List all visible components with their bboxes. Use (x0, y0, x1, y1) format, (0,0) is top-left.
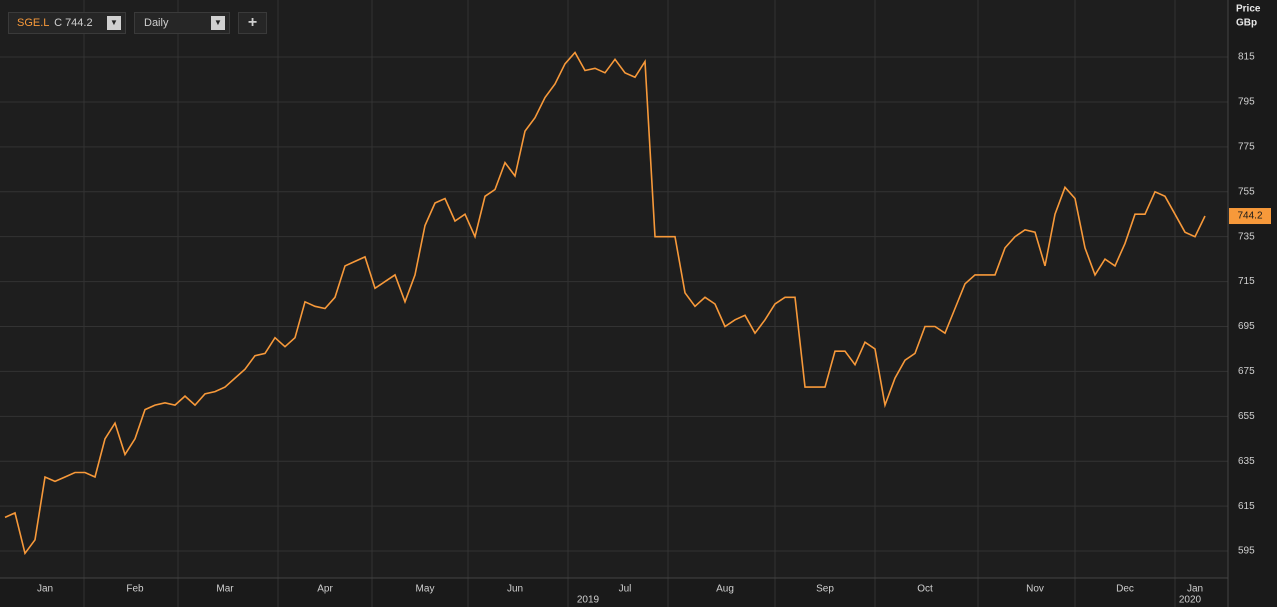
x-tick-label: Nov (1026, 584, 1044, 595)
axis-title: Price (1236, 4, 1261, 15)
x-tick-label: Jan (1187, 584, 1203, 595)
grid (0, 0, 1228, 607)
y-tick-label: 775 (1238, 141, 1255, 152)
x-tick-label: Aug (716, 584, 734, 595)
interval-selector[interactable]: Daily ▼ (134, 12, 230, 34)
dropdown-arrow: ▼ (107, 16, 121, 30)
y-tick-label: 615 (1238, 501, 1255, 512)
year-label: 2019 (577, 595, 600, 606)
year-label: 2020 (1179, 595, 1202, 606)
price-tag (1229, 208, 1271, 225)
symbol: SGE.L (17, 17, 49, 29)
x-tick-label: Jun (507, 584, 523, 595)
y-tick-label: 715 (1238, 276, 1255, 287)
x-tick-label: Feb (126, 584, 144, 595)
y-tick-label: 635 (1238, 456, 1255, 467)
close-label: C 744.2 (54, 17, 93, 29)
add-button[interactable]: + (238, 12, 267, 34)
y-tick-label: 675 (1238, 366, 1255, 377)
x-tick-label: Sep (816, 584, 834, 595)
y-tick-label: 655 (1238, 411, 1255, 422)
marks (4, 51, 1206, 556)
y-tick-label: 595 (1238, 546, 1255, 557)
x-tick-label: Jul (619, 584, 632, 595)
x-tick-label: May (416, 584, 435, 595)
price-line (4, 51, 1206, 556)
y-tick-label: 795 (1238, 97, 1255, 108)
y-tick-label: 735 (1238, 231, 1255, 242)
axis-unit: GBp (1236, 18, 1257, 29)
y-tick-label: 695 (1238, 321, 1255, 332)
x-tick-label: Dec (1116, 584, 1134, 595)
x-tick-label: Jan (37, 584, 53, 595)
x-tick-label: Oct (917, 584, 933, 595)
x-tick-label: Apr (317, 584, 333, 595)
x-tick-label: Mar (216, 584, 234, 595)
dropdown-arrow: ▼ (211, 16, 225, 30)
price-tag-label: 744.2 (1237, 211, 1262, 222)
y-tick-label: 755 (1238, 186, 1255, 197)
interval: Daily (144, 17, 169, 29)
y-tick-label: 815 (1238, 52, 1255, 63)
plot-area (0, 0, 1228, 578)
symbol-selector[interactable]: SGE.L C 744.2 ▼ (8, 12, 126, 34)
